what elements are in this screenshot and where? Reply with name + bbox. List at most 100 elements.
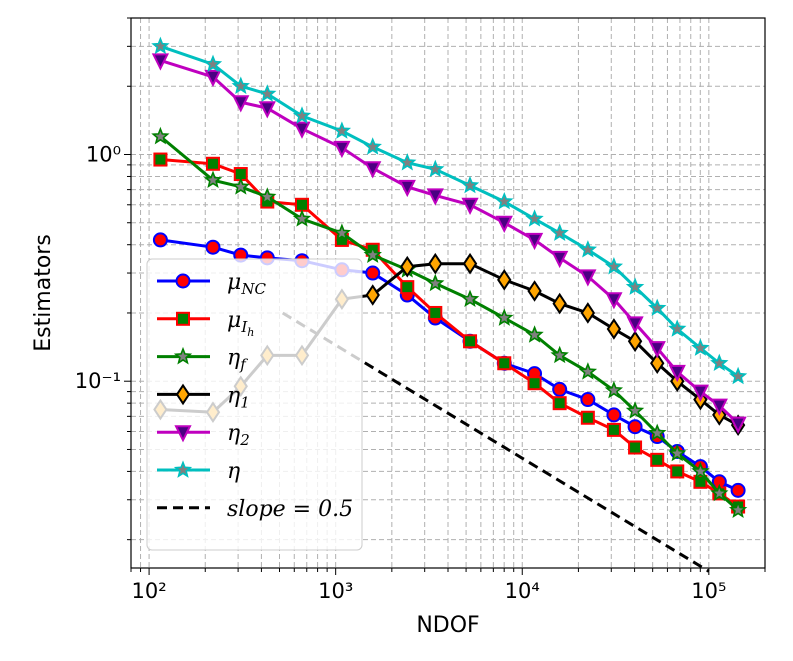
data-point [578,362,598,380]
data-point [550,345,569,364]
data-point [258,101,276,119]
series-5 [151,36,748,385]
data-point [728,500,748,518]
data-point [400,280,415,295]
data-point [152,232,168,248]
data-point [728,366,748,385]
data-point [525,325,544,343]
data-point [332,121,352,139]
data-point [525,232,544,251]
x-tick-label: 10⁴ [505,579,540,603]
data-point [691,338,710,356]
series-4 [151,53,747,434]
data-point [398,179,416,198]
data-point [550,223,569,241]
data-point [578,240,598,258]
legend-label-eta_1: η1 [227,383,250,411]
data-point [668,319,687,337]
legend-label-slope: slope = 0.5 [227,497,353,522]
data-point [710,353,729,372]
data-point [205,156,220,171]
data-point [428,305,443,320]
legend-marker [173,346,193,365]
legend-subsubscript: h [247,326,254,339]
data-point [293,121,311,139]
data-point [365,284,380,306]
legend-marker [175,273,191,289]
data-point [333,140,351,159]
data-point [497,356,512,371]
data-point [730,482,746,498]
data-point [460,175,480,194]
legend-label-eta_f: ηf [227,346,248,374]
data-point [205,239,221,255]
data-point [552,292,567,315]
data-point [151,36,170,55]
data-point [527,376,542,391]
data-point [363,137,382,155]
data-point [580,302,596,324]
series-layer [151,36,748,573]
legend-subscript: 2 [239,431,250,449]
legend-subscript: I [240,318,248,336]
legend-label-eta_2: η2 [227,421,250,449]
legend-box [146,258,363,551]
data-point [527,280,542,302]
data-point [650,352,665,375]
legend-marker [174,425,192,443]
legend-label-mu_ih: μIh [227,308,254,339]
data-point [691,461,710,480]
data-point [627,330,643,353]
data-point [648,298,667,316]
data-point [606,407,622,423]
y-tick-label: 10⁰ [86,142,121,166]
data-point [604,257,624,275]
data-point [693,474,708,489]
data-point [151,126,170,145]
data-point [668,364,686,383]
data-point [400,255,415,278]
data-point [580,392,596,408]
x-tick-label: 10² [132,579,167,603]
y-tick-label: 10⁻¹ [75,369,121,393]
legend-marker [175,383,191,406]
data-point [552,381,568,397]
data-point [580,410,595,425]
data-point [153,152,168,167]
legend-symbol: η [227,346,240,371]
legend-marker [176,311,190,326]
data-point [232,95,250,113]
data-point [691,384,710,402]
data-point [460,289,480,308]
data-point [426,159,445,178]
data-point [551,250,569,269]
data-point [625,277,645,295]
legend-subscript: f [239,356,248,374]
x-tick-label: 10³ [318,579,353,603]
data-point [426,188,444,206]
data-point [650,452,665,467]
legend-symbol: η [227,383,240,408]
data-point [648,341,666,359]
legend-symbol: η [227,421,240,446]
data-point [231,177,250,195]
data-point [495,215,513,233]
data-point [606,318,622,340]
legend-symbol: μ [227,270,241,295]
data-point [363,245,382,263]
data-point [628,440,643,455]
data-point [231,76,250,95]
series-2 [151,126,748,518]
legend-subscript: NC [240,280,266,298]
data-point [292,209,312,227]
grid [130,17,766,568]
y-axis-label: Estimators [31,234,56,352]
legend-symbol: η [227,459,240,484]
data-point [332,223,352,241]
data-point [463,334,478,349]
data-point [710,483,729,502]
data-point [648,423,667,441]
data-point [729,416,747,434]
